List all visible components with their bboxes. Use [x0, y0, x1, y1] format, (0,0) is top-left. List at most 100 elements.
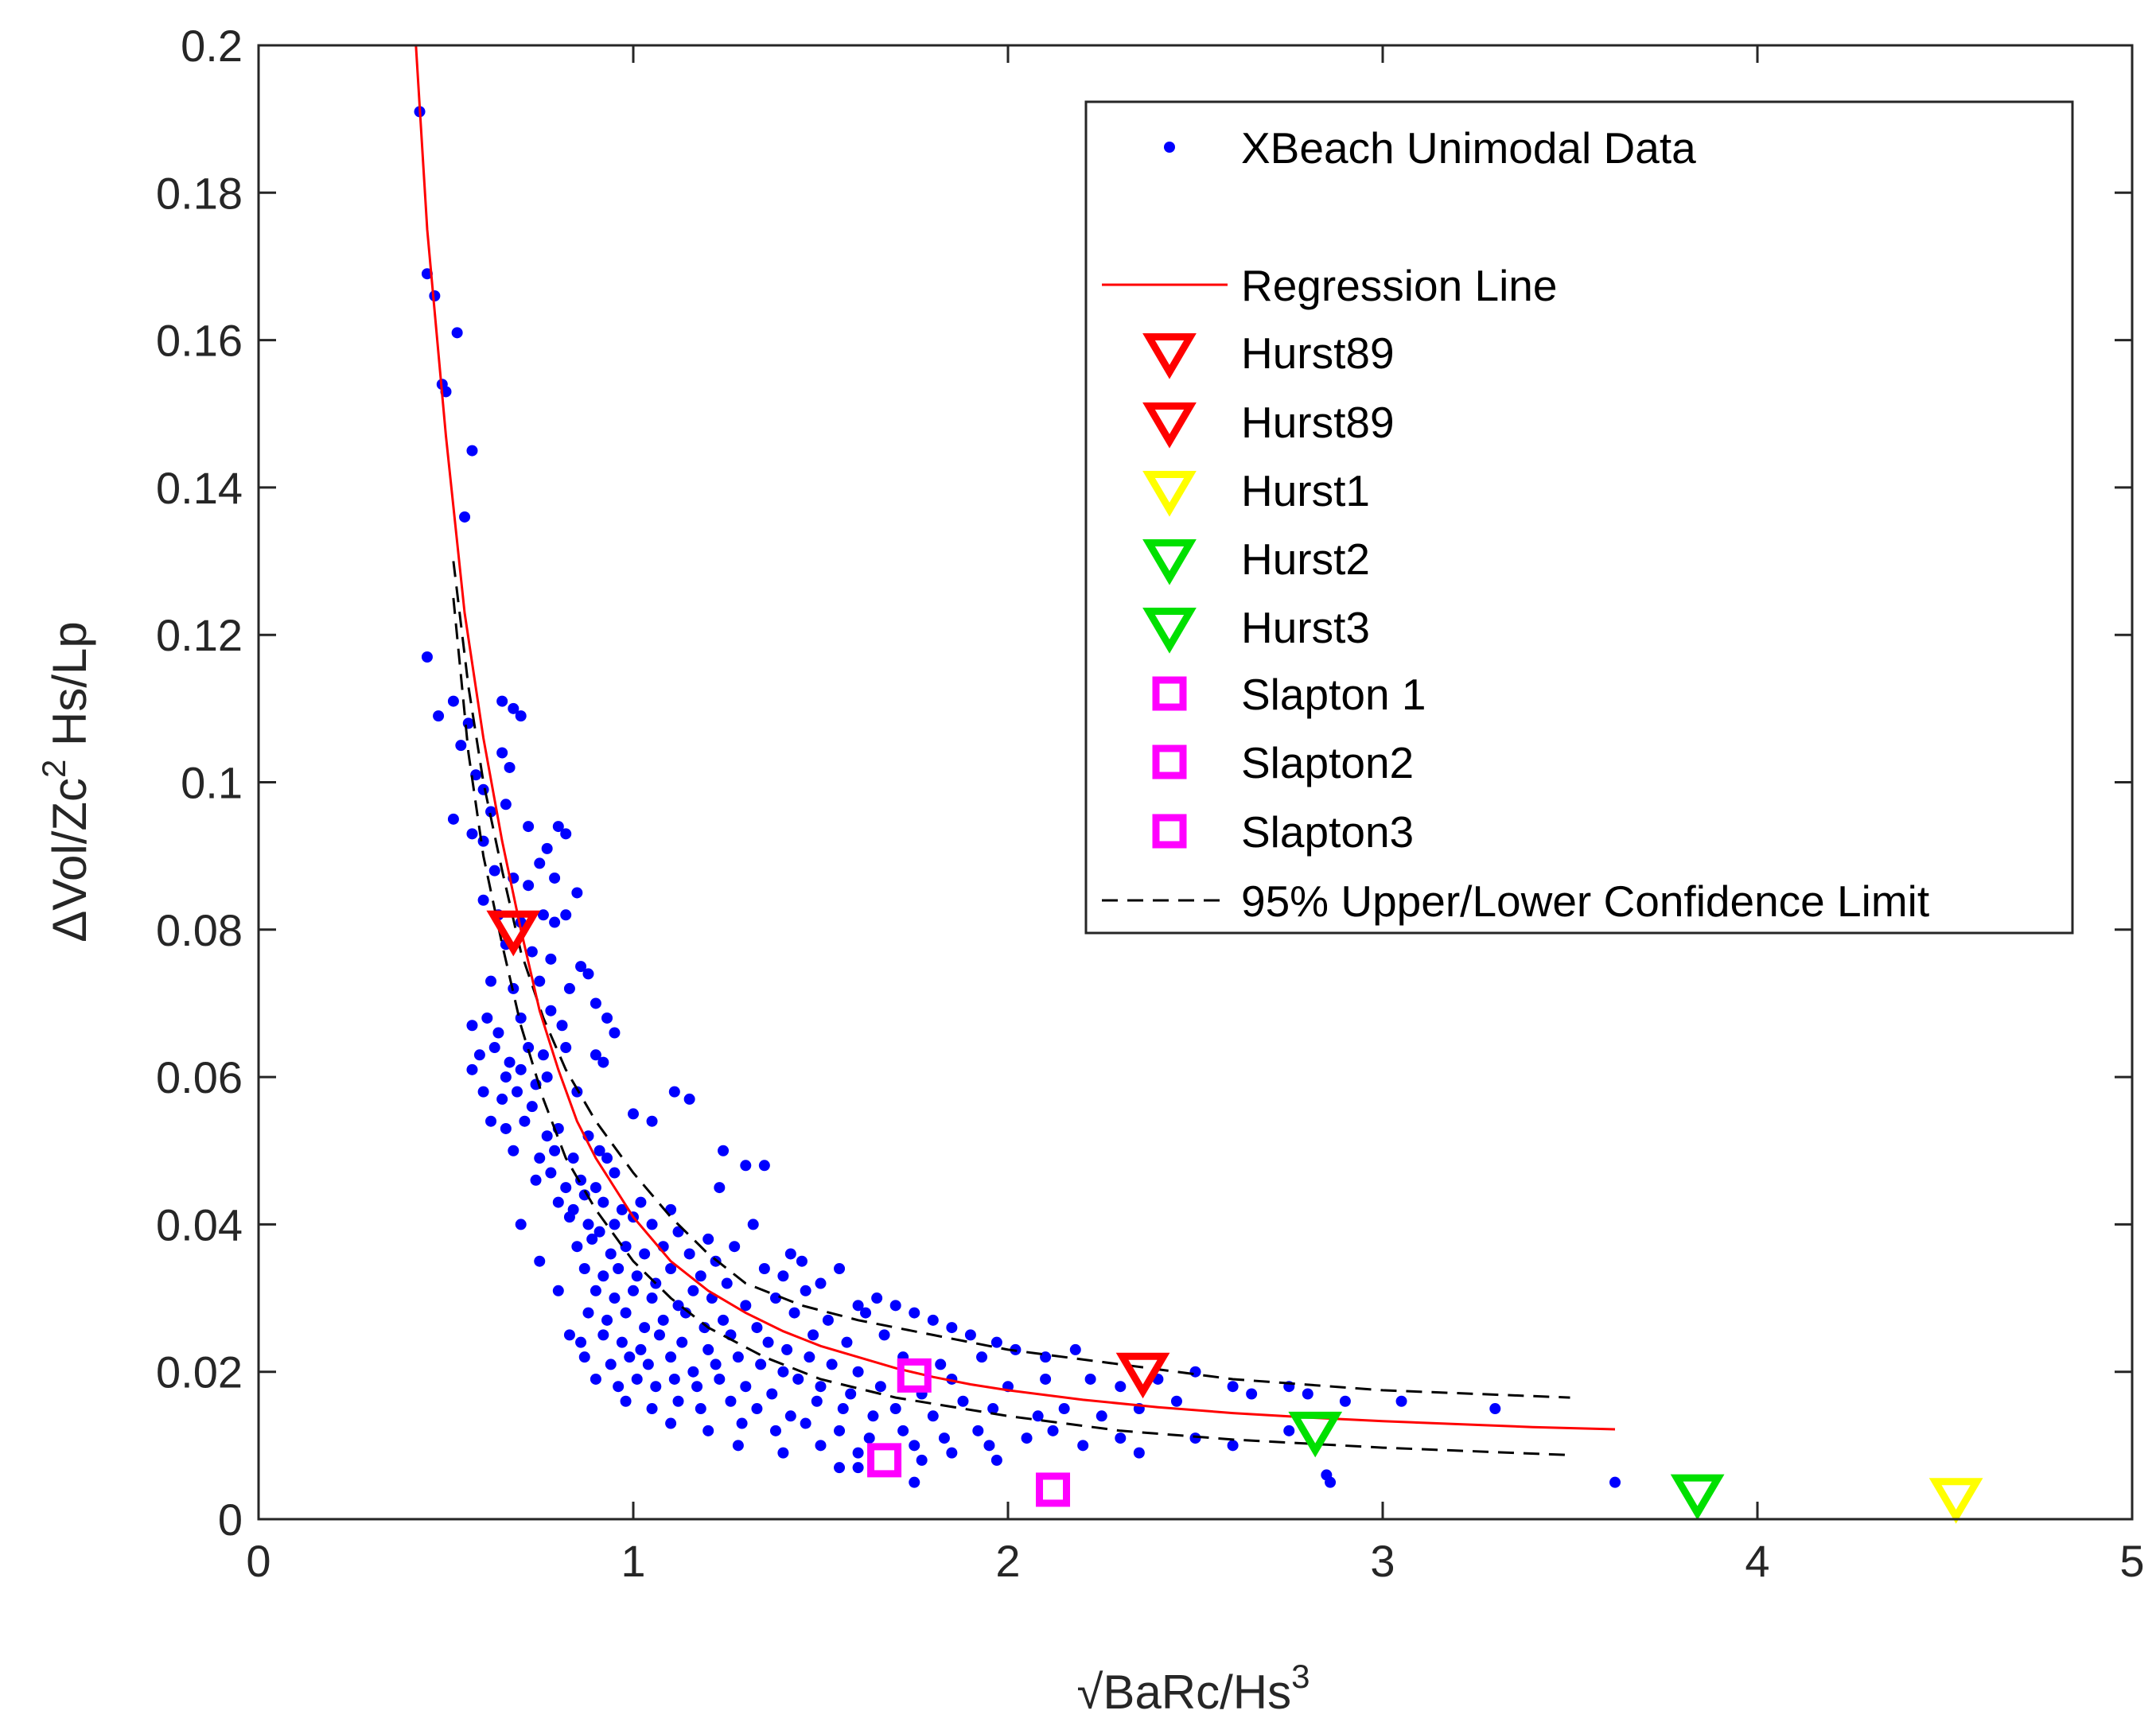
data-point — [668, 1086, 680, 1098]
data-point — [740, 1381, 752, 1393]
data-point — [751, 1322, 763, 1334]
data-point — [620, 1395, 632, 1407]
data-point — [927, 1410, 939, 1422]
data-point — [740, 1160, 752, 1172]
data-point — [695, 1403, 706, 1415]
y-tick-label: 0.18 — [156, 168, 243, 218]
data-point — [874, 1381, 886, 1393]
slapton-1-marker — [897, 1358, 932, 1393]
data-point — [639, 1322, 651, 1334]
x-tick-label: 2 — [995, 1536, 1020, 1586]
data-point — [822, 1314, 834, 1326]
data-point — [927, 1314, 939, 1326]
data-point — [702, 1343, 714, 1355]
data-point — [628, 1285, 639, 1296]
data-point — [593, 1226, 605, 1238]
data-point — [852, 1462, 864, 1474]
y-tick-label: 0.06 — [156, 1052, 243, 1102]
axes: 0 1 2 3 4 5 0 0.02 0.04 0.06 0.08 0.1 0.12 0.14 0.16 0.… — [156, 21, 2145, 1586]
legend-entry: Slapton2 — [1152, 738, 1414, 787]
data-point — [624, 1351, 636, 1363]
data-point — [736, 1417, 748, 1429]
data-point — [784, 1410, 796, 1422]
data-point — [811, 1395, 823, 1407]
regression-line — [414, 45, 1616, 1431]
data-point — [841, 1336, 853, 1348]
data-point — [523, 880, 535, 892]
hurst89-marker — [486, 910, 541, 957]
data-point — [496, 695, 508, 707]
data-point — [523, 1042, 535, 1054]
data-point — [534, 975, 546, 987]
data-point — [1077, 1440, 1089, 1452]
data-point — [609, 1167, 621, 1179]
data-point — [582, 1219, 594, 1230]
data-point — [421, 651, 433, 663]
data-point — [613, 1381, 625, 1393]
y-tick-label: 0.08 — [156, 905, 243, 955]
data-point — [590, 1182, 601, 1194]
data-point — [729, 1241, 741, 1253]
y-axis-title-main: Vol/Zc — [43, 778, 96, 911]
data-point — [508, 702, 520, 714]
data-point — [635, 1196, 647, 1208]
data-point — [1040, 1373, 1052, 1385]
y-tick-label: 0.2 — [181, 21, 243, 71]
y-axis-title: ΔVol/Zc2 Hs/Lp — [35, 621, 96, 943]
data-point — [732, 1351, 744, 1363]
data-point — [552, 1285, 564, 1296]
data-point — [1609, 1476, 1621, 1488]
data-point — [751, 1403, 763, 1415]
data-point — [556, 1020, 568, 1032]
data-point — [769, 1425, 781, 1436]
x-axis-title-root: √ — [1076, 1666, 1103, 1719]
data-point — [1339, 1395, 1351, 1407]
x-tick-label: 5 — [2119, 1536, 2144, 1586]
data-point — [1115, 1381, 1127, 1393]
data-point — [642, 1359, 654, 1370]
data-point — [800, 1417, 811, 1429]
data-point — [695, 1270, 706, 1282]
data-point — [990, 1336, 1002, 1348]
data-point — [665, 1417, 677, 1429]
hurst3-marker — [1288, 1411, 1343, 1458]
y-axis-title-delta: Δ — [43, 911, 96, 943]
data-point — [646, 1219, 658, 1230]
data-point — [758, 1160, 770, 1172]
data-point — [792, 1373, 804, 1385]
legend-entry: Slapton3 — [1152, 807, 1414, 857]
data-point — [972, 1425, 984, 1436]
data-point — [466, 445, 478, 457]
data-point — [983, 1440, 995, 1452]
data-point — [459, 511, 471, 523]
data-point — [665, 1351, 677, 1363]
data-point — [672, 1226, 684, 1238]
data-point — [590, 1285, 601, 1296]
legend-entry: Hurst2 — [1142, 534, 1370, 585]
data-point — [826, 1359, 838, 1370]
legend-entry: XBeach Unimodal Data — [1164, 123, 1696, 173]
legend-marker-sample — [1142, 608, 1197, 654]
data-point — [628, 1108, 639, 1120]
data-point — [725, 1395, 737, 1407]
data-point — [485, 806, 497, 818]
data-point — [586, 1233, 598, 1245]
y-tick-label: 0.16 — [156, 316, 243, 366]
data-point — [530, 1174, 542, 1186]
data-point — [597, 1329, 609, 1341]
data-point — [1133, 1447, 1145, 1459]
y-tick-label: 0.14 — [156, 463, 243, 513]
data-point — [485, 975, 497, 987]
data-point — [777, 1270, 789, 1282]
data-point — [1047, 1425, 1059, 1436]
legend-label: 95% Upper/Lower Confidence Limit — [1241, 877, 1929, 926]
data-point — [889, 1300, 901, 1312]
data-point — [578, 1351, 590, 1363]
data-point — [1115, 1432, 1127, 1444]
data-point — [515, 710, 527, 722]
data-point — [800, 1285, 811, 1296]
data-point — [834, 1262, 846, 1274]
legend-entry: Regression Line — [1102, 261, 1557, 310]
data-point — [481, 1012, 493, 1024]
data-point — [815, 1440, 827, 1452]
